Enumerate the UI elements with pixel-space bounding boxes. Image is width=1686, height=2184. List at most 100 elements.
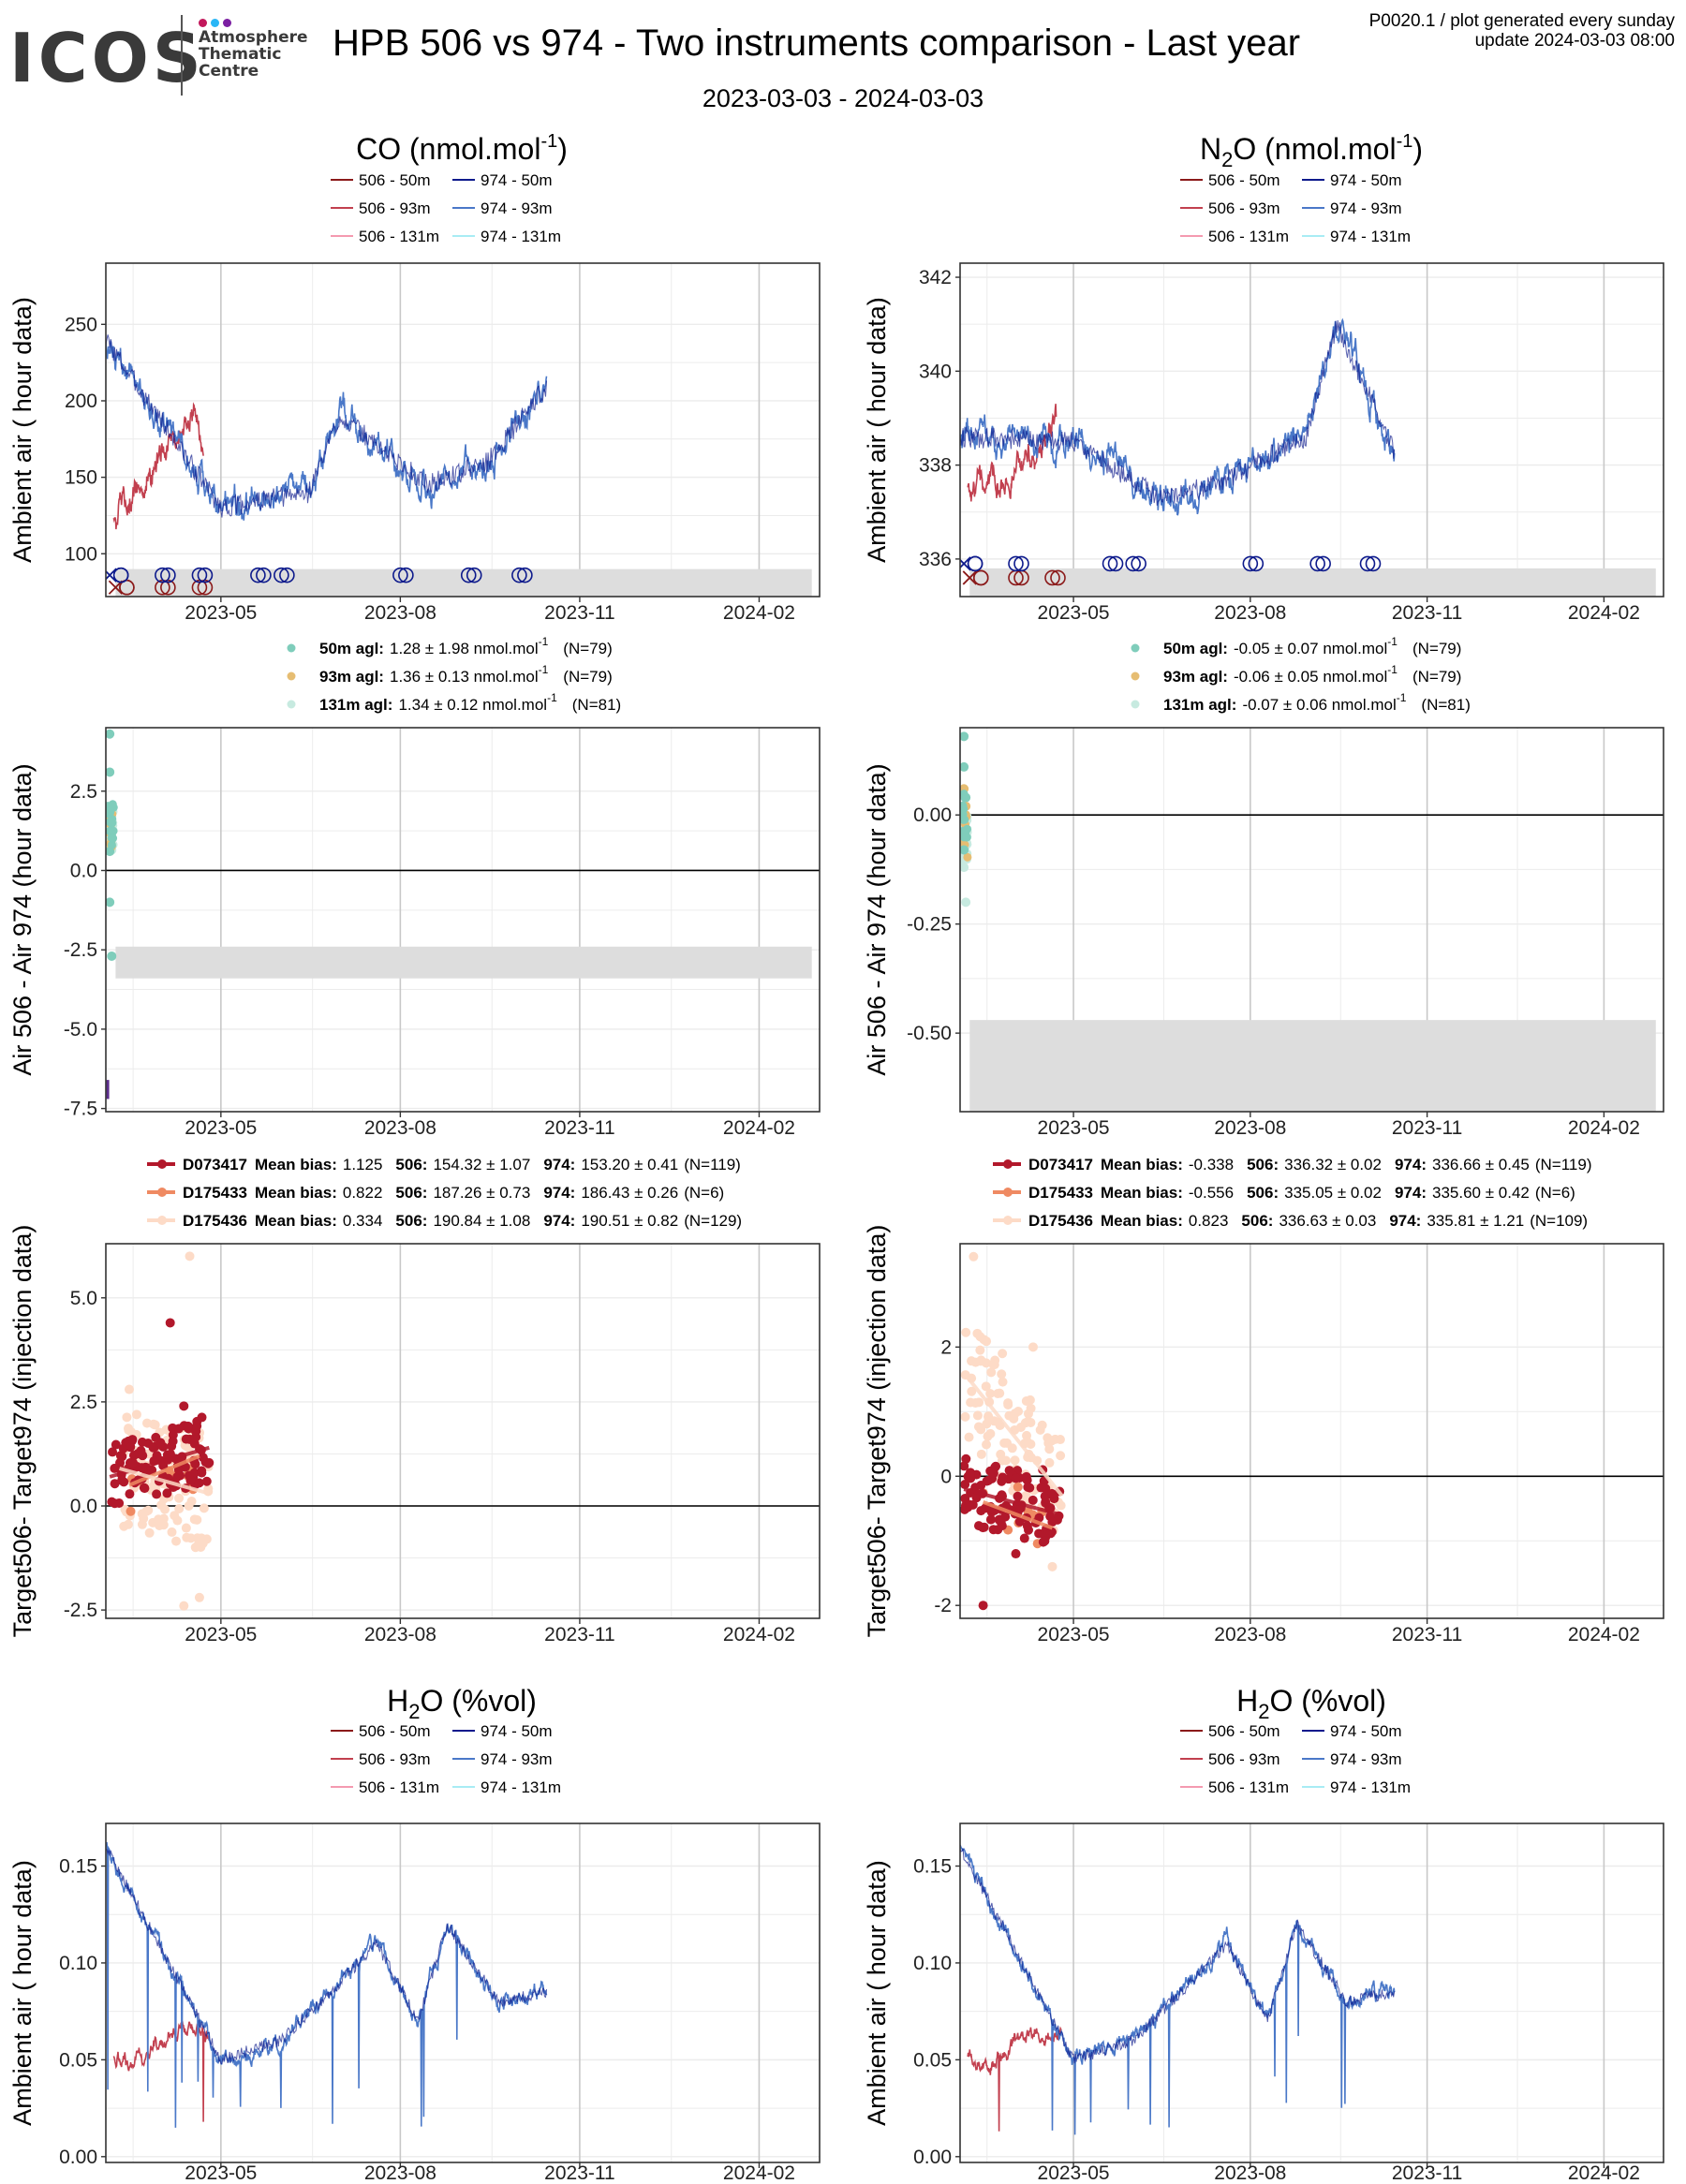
instrument-974-value: 335.81 ± 1.21 xyxy=(1427,1212,1524,1230)
instrument-506-value: 190.84 ± 1.08 xyxy=(433,1212,530,1230)
instrument-974-label: 974: xyxy=(1389,1212,1421,1230)
data-point xyxy=(1003,1399,1013,1409)
y-tick-label: 250 xyxy=(65,314,97,335)
y-tick-label: 100 xyxy=(65,543,97,565)
plot-frame xyxy=(105,727,821,1113)
agl-legend-name: 50m agl: xyxy=(1163,640,1228,657)
data-point xyxy=(1011,1473,1021,1483)
x-tick-label: 2023-11 xyxy=(1392,1624,1463,1645)
x-tick-label: 2023-05 xyxy=(1038,1117,1110,1139)
y-tick-label: 0.0 xyxy=(70,860,97,881)
agl-legend-entry: 131m agl: 1.34 ± 0.12 nmol.mol-1 (N=81) xyxy=(319,691,621,714)
data-point xyxy=(148,1442,158,1453)
data-point xyxy=(964,1432,974,1442)
calibration-marker xyxy=(155,567,170,583)
data-point xyxy=(200,1457,211,1468)
agl-legend-unit-sup: -1 xyxy=(539,663,549,676)
y-tick-label: 2 xyxy=(940,1336,952,1358)
chart-title-part: ) xyxy=(557,132,568,166)
x-tick-label: 2024-02 xyxy=(1568,1117,1640,1139)
instrument-506-value: 336.63 ± 0.03 xyxy=(1279,1212,1376,1230)
calibration-marker xyxy=(398,567,414,583)
calibration-marker xyxy=(1315,555,1331,572)
data-point xyxy=(998,1472,1008,1483)
calibration-marker xyxy=(1309,555,1325,572)
calibration-marker xyxy=(274,567,289,583)
data-point xyxy=(131,1409,141,1420)
calibration-marker xyxy=(191,567,208,583)
data-point xyxy=(1036,1483,1046,1493)
plot-data xyxy=(106,1841,548,2128)
agl-legend-unit-sup: -1 xyxy=(539,635,549,648)
logo-divider xyxy=(181,15,183,96)
legend-label: 974 - 93m xyxy=(1330,1750,1402,1768)
data-point xyxy=(181,1434,191,1444)
calibration-marker xyxy=(1102,555,1118,572)
calibration-marker xyxy=(112,567,129,583)
y-tick-label: -0.25 xyxy=(907,914,952,936)
legend-dot xyxy=(287,671,296,681)
mean-bias-label: Mean bias: xyxy=(255,1212,337,1230)
data-point xyxy=(960,1461,969,1471)
data-point xyxy=(1034,1528,1044,1539)
tolerance-band xyxy=(115,946,812,979)
legend-label: 974 - 93m xyxy=(481,199,553,217)
instrument-506-value: 187.26 ± 0.73 xyxy=(433,1184,530,1202)
data-point xyxy=(961,1454,971,1464)
data-point xyxy=(1019,1533,1029,1543)
agl-legend-unit-sup: -1 xyxy=(1397,691,1407,704)
instrument-974-label: 974: xyxy=(543,1156,575,1173)
generation-note-line: P0020.1 / plot generated every sunday xyxy=(1368,11,1675,31)
legend-label: 506 - 131m xyxy=(359,228,439,245)
data-point xyxy=(1022,1521,1032,1531)
data-point xyxy=(171,1536,182,1546)
data-point xyxy=(109,834,118,843)
x-tick-label: 2024-02 xyxy=(1568,1624,1640,1645)
data-point xyxy=(996,1517,1006,1527)
data-point xyxy=(999,1438,1010,1448)
x-tick-label: 2023-08 xyxy=(364,602,436,624)
legend-dot xyxy=(1131,671,1140,681)
count: (N=6) xyxy=(1535,1184,1575,1202)
data-point xyxy=(186,1496,197,1506)
legend-label: 506 - 93m xyxy=(1208,1750,1280,1768)
data-point xyxy=(1046,1436,1057,1446)
chart-title-part: O (%vol) xyxy=(420,1684,536,1718)
x-tick-label: 2023-11 xyxy=(544,2162,615,2184)
data-point xyxy=(201,1476,212,1486)
y-tick-label: 0.15 xyxy=(913,1856,952,1878)
data-point xyxy=(1047,1517,1057,1527)
data-point xyxy=(972,1328,983,1338)
trend-line xyxy=(128,1454,200,1487)
data-point xyxy=(981,1381,991,1392)
legend-dot xyxy=(157,1216,167,1225)
plot-data xyxy=(106,334,548,596)
data-point xyxy=(190,1459,200,1469)
data-point xyxy=(1045,1528,1056,1539)
panel-n2o_ambient: 336 338 340 342 2023-05 2023-08 2023-11 2024-02… xyxy=(863,262,1664,624)
legend-label: 506 - 50m xyxy=(359,171,431,189)
x-tick-label: 2023-05 xyxy=(185,602,257,624)
instrument-974-label: 974: xyxy=(543,1212,575,1230)
legend-label: 974 - 131m xyxy=(481,228,561,245)
instrument-974-label: 974: xyxy=(1395,1184,1427,1202)
data-point xyxy=(154,1514,164,1525)
tolerance-band xyxy=(969,1020,1656,1112)
calibration-marker xyxy=(256,567,272,583)
y-tick-label: 150 xyxy=(65,467,97,489)
data-point xyxy=(967,1386,977,1396)
data-point xyxy=(1007,1443,1017,1454)
data-point xyxy=(106,818,114,827)
instrument-506-value: 154.32 ± 1.07 xyxy=(433,1156,530,1173)
plot-frame xyxy=(959,727,1664,1113)
y-axis-label: Ambient air ( hour data) xyxy=(8,1860,37,2126)
instrument-506-label: 506: xyxy=(395,1184,427,1202)
data-point xyxy=(106,806,114,816)
chart-title-sup: -1 xyxy=(540,131,557,152)
data-point xyxy=(1022,1437,1032,1447)
data-point xyxy=(179,1601,189,1611)
data-point xyxy=(982,1439,992,1450)
data-point xyxy=(185,1251,195,1262)
legend-label: 974 - 93m xyxy=(481,1750,553,1768)
cylinder-name: D175433 xyxy=(1028,1184,1093,1202)
